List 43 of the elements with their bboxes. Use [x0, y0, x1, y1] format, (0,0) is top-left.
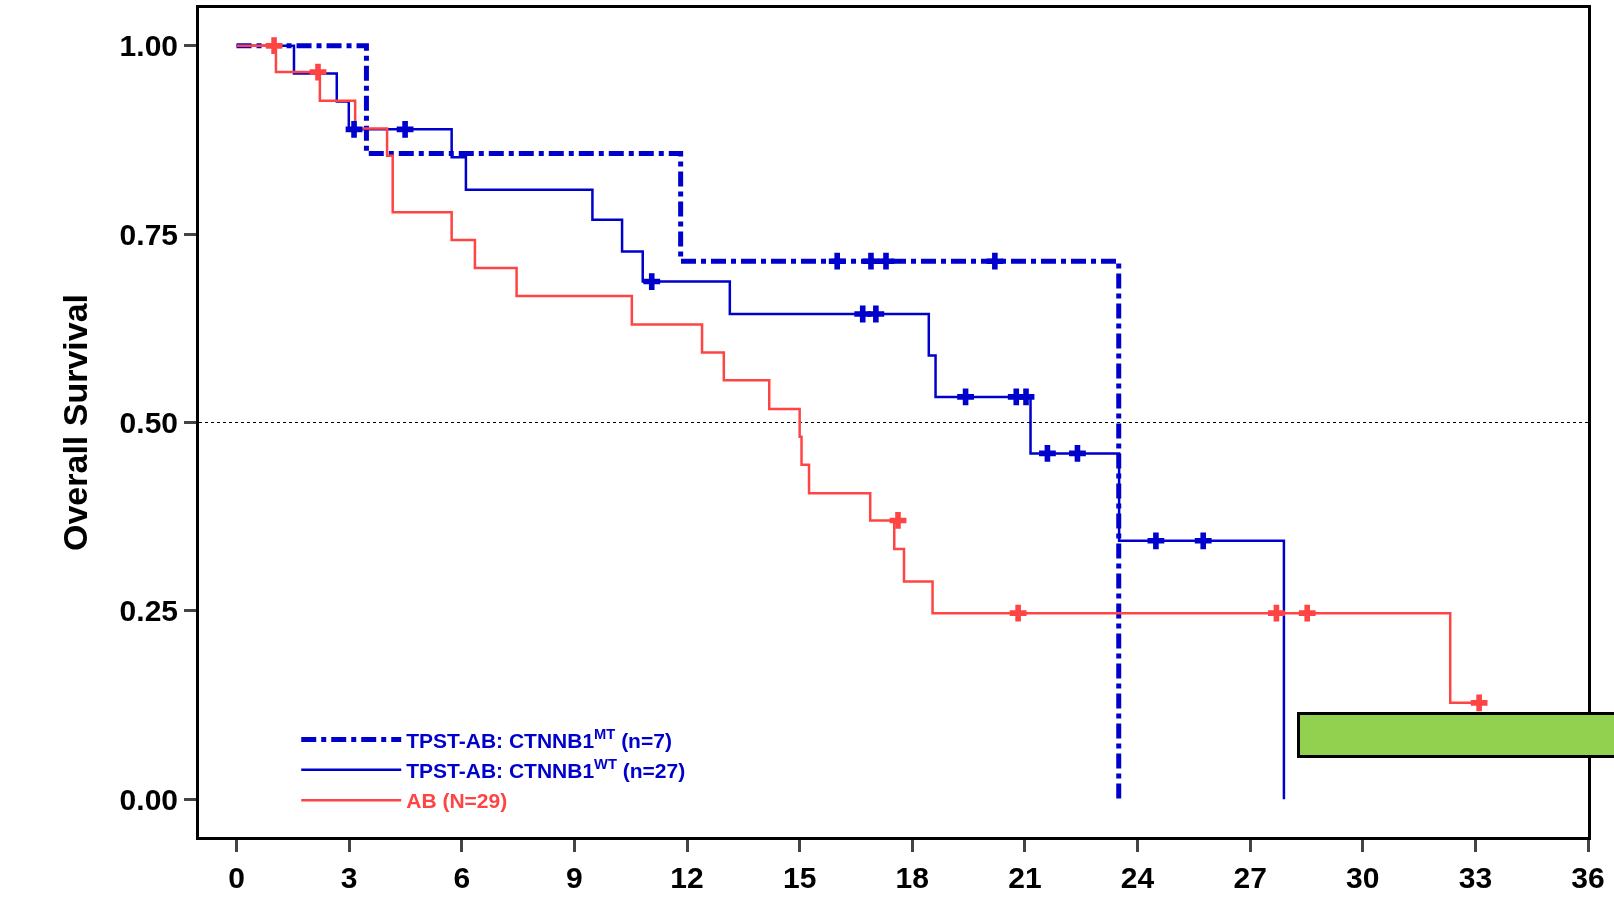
point — [867, 305, 885, 323]
y-tick-label: 0.75 — [119, 217, 178, 251]
y-axis-title: Overall Survival — [56, 293, 95, 552]
point — [1069, 445, 1086, 462]
x-tick-label: 3 — [340, 861, 358, 894]
legend-label: TPST-AB: CTNNB1$^{WT}$ (n=27) — [406, 756, 686, 783]
x-tick-label: 6 — [453, 861, 471, 894]
x-tick-label: 18 — [895, 861, 929, 894]
point — [1017, 388, 1035, 406]
point — [889, 512, 907, 529]
point — [396, 120, 414, 138]
legend-label: AB (N=29) — [406, 789, 508, 813]
x-tick-label: 24 — [1120, 861, 1155, 894]
x-tick-label: 0 — [228, 861, 245, 894]
x-tick-label: 27 — [1233, 861, 1267, 894]
point — [643, 273, 661, 290]
point — [828, 252, 846, 270]
point — [1268, 604, 1285, 622]
point — [345, 120, 363, 138]
point — [877, 252, 895, 270]
point — [862, 252, 880, 270]
x-tick-label: 36 — [1571, 861, 1605, 894]
x-tick-label: 9 — [566, 861, 583, 894]
point — [265, 37, 283, 55]
y-tick-label: 0.25 — [119, 594, 178, 628]
point — [309, 63, 327, 81]
y-tick-label: 1.00 — [119, 29, 178, 63]
x-tick-label: 15 — [782, 861, 817, 894]
x-tick-label: 30 — [1346, 861, 1380, 894]
legend-label: TPST-AB: CTNNB1$^{MT}$ (n=7) — [406, 725, 672, 752]
point — [1039, 445, 1056, 462]
point — [1298, 604, 1316, 622]
x-tick-label: 21 — [1008, 861, 1042, 894]
point — [1194, 532, 1212, 550]
point — [986, 252, 1004, 270]
x-tick-label: 33 — [1458, 861, 1493, 894]
x-tick-label: 12 — [670, 861, 704, 894]
y-tick-label: 0.50 — [119, 406, 178, 439]
point — [1470, 694, 1488, 712]
point — [1147, 532, 1165, 550]
point — [1009, 604, 1027, 622]
y-tick-label: 0.00 — [119, 782, 178, 816]
point — [957, 388, 974, 406]
